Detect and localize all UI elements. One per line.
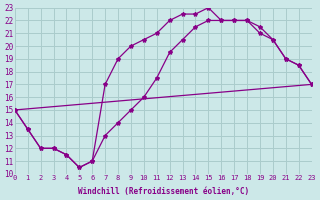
X-axis label: Windchill (Refroidissement éolien,°C): Windchill (Refroidissement éolien,°C) xyxy=(78,187,249,196)
